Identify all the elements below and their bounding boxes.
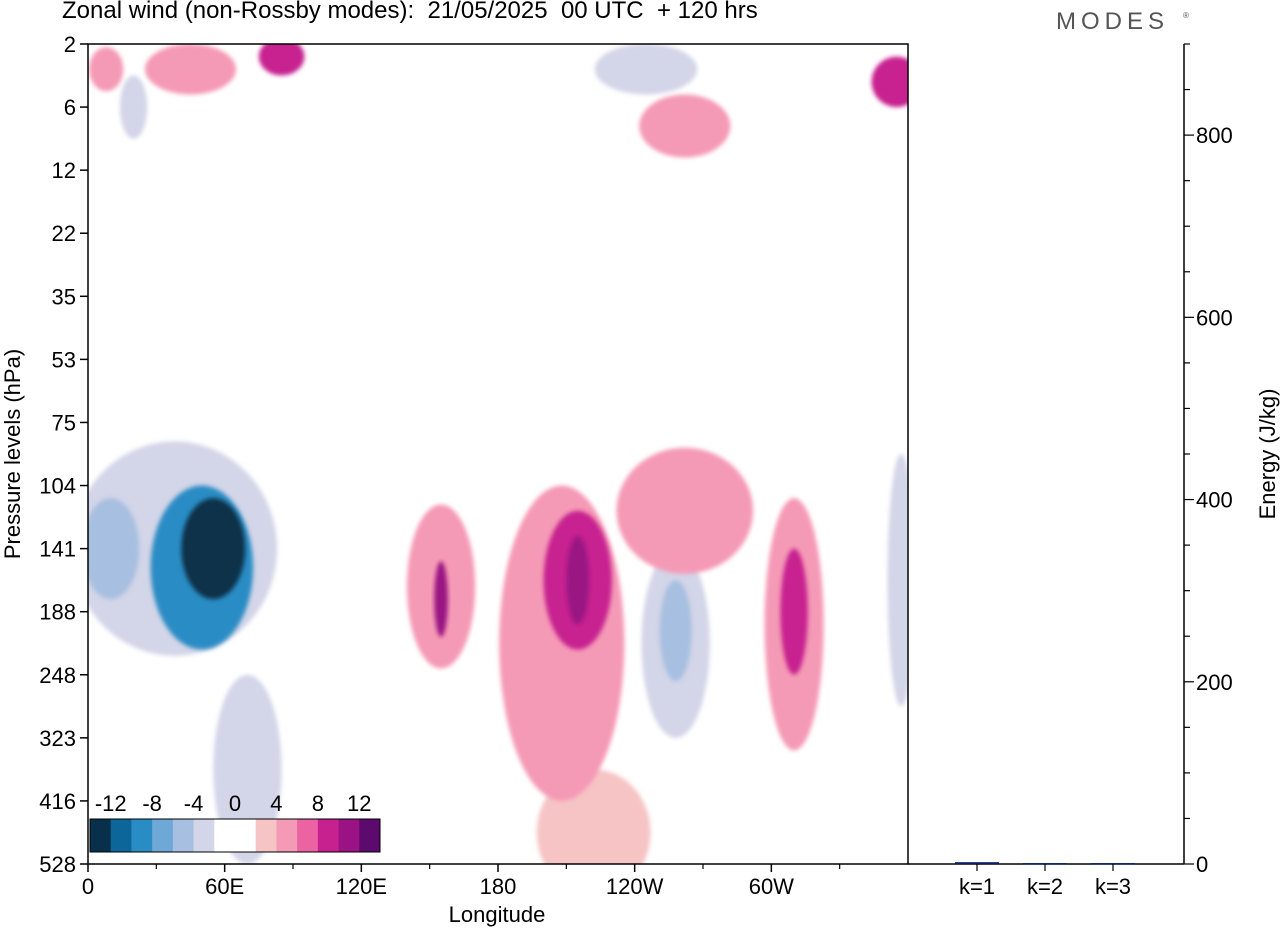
- colorbar-label: 0: [229, 791, 241, 816]
- colorbar-label: -4: [184, 791, 204, 816]
- contour-cell: [258, 44, 305, 76]
- y-tick-label: 104: [39, 474, 76, 499]
- y-tick-label: 75: [52, 410, 76, 435]
- x-axis-label: Longitude: [449, 902, 546, 927]
- contour-cell: [616, 447, 754, 574]
- chart-title: Zonal wind (non-Rossby modes): 21/05/202…: [62, 0, 758, 24]
- y-tick-label: 528: [39, 852, 76, 877]
- contour-cell: [119, 75, 148, 139]
- y-axis-label: Pressure levels (hPa): [0, 349, 25, 559]
- colorbar-label: 4: [270, 791, 282, 816]
- colorbar-swatch: [172, 819, 195, 852]
- bar-category-label: k=3: [1095, 874, 1131, 899]
- x-tick-label: 0: [82, 874, 94, 899]
- x-tick-label: 180: [480, 874, 517, 899]
- colorbar-swatch: [297, 819, 319, 852]
- colorbar-swatch: [338, 819, 360, 852]
- x-tick-label: 120E: [336, 874, 387, 899]
- colorbar-label: 12: [347, 791, 371, 816]
- y-tick-label: 141: [39, 537, 76, 562]
- energy-axis-label: Energy (J/kg): [1255, 389, 1280, 520]
- colorbar-swatch: [359, 819, 381, 852]
- y-tick-label: 53: [52, 347, 76, 372]
- y-tick-label: 6: [64, 95, 76, 120]
- energy-bar: [1091, 863, 1135, 865]
- colorbar: -12 -8 -4 0 4 8 12: [89, 791, 381, 853]
- y-tick-label: 35: [52, 284, 76, 309]
- colorbar-swatch: [214, 819, 236, 852]
- contour-cell: [594, 44, 698, 95]
- brand-registered-mark: ®: [1183, 11, 1189, 20]
- y-tick-label: 22: [52, 221, 76, 246]
- contour-cell: [566, 536, 590, 625]
- colorbar-swatch: [235, 819, 257, 852]
- x-tick-label: 60E: [205, 874, 244, 899]
- energy-tick-label: 800: [1196, 123, 1233, 148]
- energy-tick-label: 600: [1196, 305, 1233, 330]
- x-tick-label: 60W: [749, 874, 794, 899]
- y-tick-label: 323: [39, 726, 76, 751]
- colorbar-swatch: [152, 819, 174, 852]
- contour-cell: [639, 94, 731, 158]
- y-tick-label: 188: [39, 600, 76, 625]
- energy-tick-label: 400: [1196, 488, 1233, 513]
- colorbar-frame: [89, 818, 381, 853]
- energy-bar-chart: 0 200 400 600 800 k=1 k=2 k=3: [908, 43, 1233, 899]
- colorbar-swatch: [90, 819, 112, 852]
- contour-field: [88, 44, 908, 864]
- colorbar-label: 8: [312, 791, 324, 816]
- contour-cell: [659, 580, 692, 682]
- contour-cell: [144, 44, 237, 95]
- colorbar-swatch: [110, 819, 132, 852]
- colorbar-swatch: [193, 819, 215, 852]
- energy-tick-label: 200: [1196, 670, 1233, 695]
- brand-logo: MODES: [1056, 8, 1170, 35]
- colorbar-swatch: [131, 819, 153, 852]
- x-tick-label: 120W: [606, 874, 664, 899]
- y-tick-label: 248: [39, 663, 76, 688]
- contour-cell: [871, 56, 908, 108]
- colorbar-label: -8: [142, 791, 162, 816]
- colorbar-swatch: [317, 819, 340, 852]
- y-tick-label: 2: [64, 32, 76, 57]
- bar-category-label: k=2: [1027, 874, 1063, 899]
- contour-cell: [88, 498, 140, 600]
- energy-tick-label: 0: [1196, 852, 1208, 877]
- y-tick-label: 416: [39, 789, 76, 814]
- contour-cell: [780, 548, 808, 675]
- contour-cell: [434, 561, 448, 637]
- y-tick-label: 12: [52, 158, 76, 183]
- energy-bar: [1023, 863, 1067, 865]
- contour-cell: [181, 498, 246, 600]
- contour-cell: [887, 454, 908, 707]
- energy-bar: [955, 862, 999, 864]
- colorbar-swatch: [276, 819, 298, 852]
- colorbar-swatch: [255, 819, 277, 852]
- contour-cell: [89, 47, 124, 92]
- contour-cell: [213, 674, 282, 864]
- colorbar-label: -12: [95, 791, 127, 816]
- bar-category-label: k=1: [959, 874, 995, 899]
